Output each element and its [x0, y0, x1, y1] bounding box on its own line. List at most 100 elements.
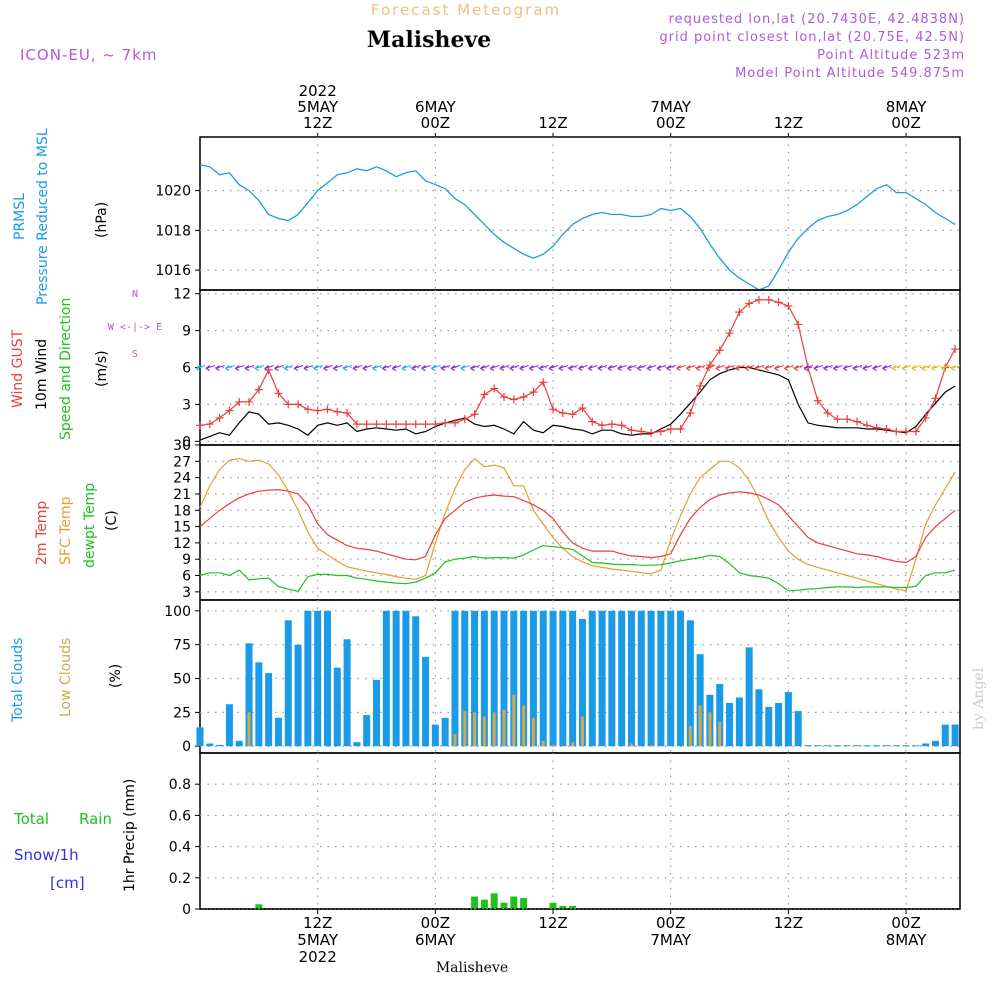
- low-cloud-bar: [580, 716, 584, 747]
- wind-arrow: [244, 364, 255, 371]
- gust-marker: [254, 385, 263, 394]
- wind-arrow: [264, 364, 274, 371]
- wind-arrow: [685, 364, 696, 371]
- wind-arrow: [509, 364, 519, 371]
- gust-marker: [352, 420, 361, 429]
- gust-marker: [460, 415, 469, 424]
- total-cloud-bar: [471, 610, 479, 747]
- total-cloud-bar: [765, 706, 773, 747]
- total-cloud-bar: [206, 743, 214, 747]
- temp2m-label: 2m Temp: [34, 501, 50, 565]
- low-cloud-bar: [698, 705, 702, 747]
- wind-arrow: [342, 364, 353, 371]
- gust-marker: [882, 425, 891, 434]
- y-tick-label: 18: [173, 503, 191, 519]
- gust-marker: [509, 395, 518, 404]
- pressure-label-2: Pressure Reduced to MSL: [35, 128, 51, 305]
- top-axis-label: 00Z: [421, 114, 450, 132]
- total-cloud-bar: [755, 689, 763, 747]
- wind-arrow: [931, 364, 941, 371]
- total-cloud-bar: [941, 724, 949, 747]
- wind-arrow: [332, 364, 343, 371]
- low-cloud-bar: [629, 743, 633, 747]
- gust-marker: [529, 388, 538, 397]
- total-cloud-bar: [598, 610, 606, 747]
- total-cloud-bar: [569, 610, 577, 747]
- total-cloud-bar: [392, 610, 400, 747]
- gust-marker: [666, 425, 675, 434]
- total-cloud-bar: [647, 610, 655, 747]
- wind-arrow: [538, 364, 549, 371]
- wind-arrow: [774, 364, 784, 371]
- bottom-axis-label: 12Z: [774, 914, 803, 932]
- top-axis-label: 12Z: [303, 114, 332, 132]
- total-cloud-bar: [314, 610, 322, 747]
- panel-frame: [199, 136, 961, 291]
- y-tick-label: 50: [173, 672, 191, 688]
- total-cloud-bar: [657, 610, 665, 747]
- gust-marker: [843, 415, 852, 424]
- gust-marker: [607, 420, 616, 429]
- gust-marker: [215, 413, 224, 422]
- precip-bar: [549, 902, 557, 909]
- wind-arrow: [725, 364, 735, 371]
- y-tick-label: 9: [182, 552, 191, 568]
- wind-arrow: [636, 364, 647, 371]
- total-cloud-bar: [696, 654, 704, 747]
- total-cloud-bar: [863, 745, 871, 747]
- model-label: ICON-EU, ~ 7km: [20, 46, 158, 64]
- total-cloud-bar: [804, 745, 812, 747]
- y-tick-label: 12: [173, 287, 191, 303]
- gust-marker: [921, 413, 930, 422]
- wind-arrow: [568, 364, 578, 371]
- panel-frame: [199, 752, 961, 910]
- gust-marker: [392, 420, 401, 429]
- gust-marker: [421, 420, 430, 429]
- total-cloud-bar: [608, 610, 616, 747]
- gust-marker: [853, 417, 862, 426]
- wind-arrow: [921, 364, 931, 371]
- wind-arrow: [891, 364, 902, 371]
- top-axis-label: 00Z: [891, 114, 920, 132]
- wind-unit: (m/s): [94, 350, 110, 387]
- top-axis-label: 7MAY: [650, 98, 692, 116]
- panel-clouds: 0 25 50 75 100: [164, 599, 961, 755]
- wind-arrow: [852, 364, 863, 371]
- y-tick-label: 6: [182, 569, 191, 585]
- total-cloud-bar: [726, 702, 734, 747]
- total-cloud-bar: [431, 724, 439, 747]
- low-cloud-bar: [649, 744, 653, 747]
- gust-marker: [754, 295, 763, 304]
- wind-arrow: [234, 364, 245, 371]
- wind-arrow: [666, 364, 676, 371]
- gust-marker: [382, 420, 391, 429]
- precip-bar: [490, 893, 498, 909]
- total-cloud-bar: [775, 702, 783, 747]
- total-cloud-bar: [892, 745, 900, 747]
- wind-speed-line: [199, 366, 956, 441]
- y-tick-label: 24: [173, 471, 191, 487]
- wind-arrow: [205, 364, 215, 371]
- gust-marker: [549, 405, 558, 414]
- total-cloud-bar: [922, 743, 930, 747]
- wind-arrow: [695, 364, 706, 371]
- gust-marker: [902, 427, 911, 436]
- dewpt-line: [199, 544, 956, 592]
- wind-arrow: [793, 364, 804, 371]
- low-cloud-bar: [453, 734, 457, 747]
- wind-arrow: [529, 364, 539, 371]
- y-tick-label: 12: [173, 536, 191, 552]
- wind-arrow: [460, 364, 470, 371]
- low-cloud-bar: [531, 717, 535, 747]
- gust-marker: [696, 381, 705, 390]
- wind-arrow: [656, 364, 667, 371]
- sfc-temp-line: [199, 457, 956, 592]
- gust-marker: [313, 406, 322, 415]
- wind-arrow: [862, 364, 873, 371]
- grid-point-coords: grid point closest lon,lat (20.75E, 42.5…: [659, 30, 965, 45]
- total-cloud-bar: [294, 644, 302, 747]
- wind-arrow: [480, 364, 490, 371]
- total-cloud-bar: [588, 610, 596, 747]
- y-tick-label: 0: [182, 434, 191, 450]
- total-cloud-bar: [931, 740, 939, 747]
